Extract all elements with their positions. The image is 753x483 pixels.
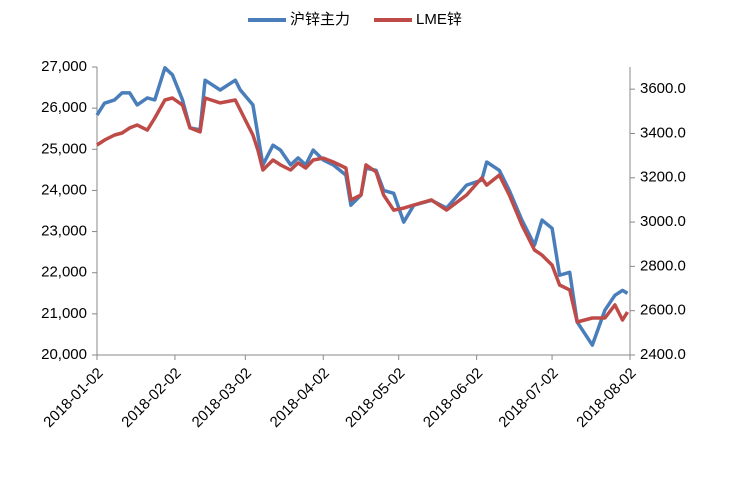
y-tick-label: 24,000: [41, 181, 87, 198]
x-tick-label: 2018-06-02: [420, 365, 486, 431]
x-tick-label: 2018-07-02: [495, 365, 561, 431]
y-tick-label: 26,000: [41, 99, 87, 116]
legend-label: LME锌: [416, 11, 462, 28]
y-tick-label: 22,000: [41, 264, 87, 281]
x-tick-label: 2018-01-02: [40, 365, 106, 431]
y2-tick-label: 2400.0: [640, 346, 686, 363]
series-line: [95, 66, 629, 347]
x-tick-label: 2018-03-02: [189, 365, 255, 431]
series-line: [96, 96, 629, 324]
y-tick-label: 23,000: [41, 223, 87, 240]
y2-tick-label: 3600.0: [640, 80, 686, 97]
y-tick-label: 25,000: [41, 140, 87, 157]
x-tick-label: 2018-05-02: [342, 365, 408, 431]
y2-tick-label: 2600.0: [640, 302, 686, 319]
y-tick-label: 20,000: [41, 346, 87, 363]
y-tick-label: 27,000: [41, 58, 87, 75]
x-tick-label: 2018-08-02: [573, 365, 639, 431]
y2-tick-label: 3200.0: [640, 169, 686, 186]
x-tick-label: 2018-04-02: [267, 365, 333, 431]
y2-tick-label: 2800.0: [640, 257, 686, 274]
y2-tick-label: 3000.0: [640, 213, 686, 230]
y-tick-label: 21,000: [41, 305, 87, 322]
y2-tick-label: 3400.0: [640, 124, 686, 141]
x-tick-label: 2018-02-02: [118, 365, 184, 431]
legend-label: 沪锌主力: [290, 11, 350, 28]
